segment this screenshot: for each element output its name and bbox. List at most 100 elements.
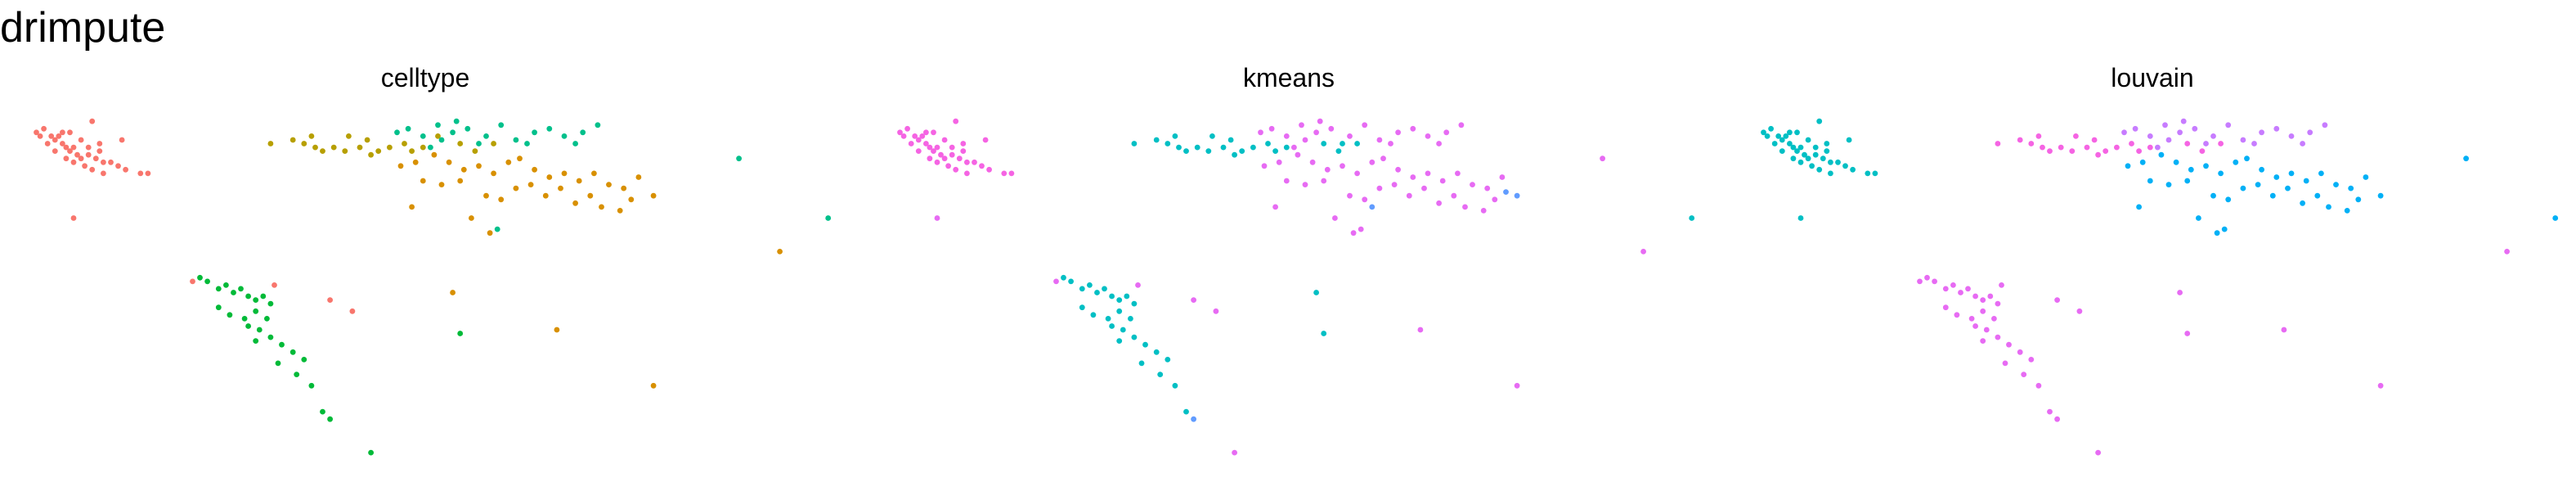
scatter-point — [1987, 293, 1994, 300]
scatter-point — [1470, 182, 1475, 188]
scatter-point — [2240, 185, 2246, 191]
scatter-point — [2069, 148, 2076, 155]
scatter-point — [1172, 133, 1178, 139]
scatter-point — [357, 144, 363, 151]
scatter-point — [941, 137, 948, 143]
scatter-point — [438, 182, 445, 188]
scatter-point — [60, 141, 65, 146]
scatter-point — [2281, 327, 2287, 333]
scatter-point — [420, 133, 426, 139]
scatter-point — [2147, 133, 2153, 139]
scatter-point — [1283, 144, 1290, 151]
scatter-point — [2139, 159, 2146, 165]
scatter-point — [1787, 141, 1793, 146]
scatter-point — [1350, 230, 1357, 236]
scatter-point — [1250, 144, 1256, 151]
scatter-point — [327, 416, 333, 422]
scatter-point — [1797, 215, 1804, 221]
scatter-point — [2221, 226, 2228, 232]
scatter-point — [2288, 170, 2295, 177]
scatter-point — [964, 170, 970, 177]
scatter-point — [1812, 151, 1819, 158]
scatter-point — [89, 166, 96, 173]
scatter-point — [1165, 141, 1171, 146]
scatter-point — [1090, 312, 1097, 318]
scatter-point — [949, 151, 955, 158]
scatter-point — [85, 144, 92, 151]
scatter-point — [119, 137, 125, 143]
scatter-point — [777, 249, 783, 255]
scatter-point — [498, 122, 505, 128]
scatter-point — [2326, 204, 2331, 210]
scatter-point — [1410, 174, 1416, 180]
scatter-point — [542, 192, 549, 199]
scatter-point — [2504, 249, 2511, 255]
scatter-point — [2377, 192, 2384, 199]
scatter-point — [1008, 170, 1015, 177]
scatter-point — [1995, 334, 2001, 340]
scatter-point — [137, 170, 144, 177]
scatter-point — [349, 308, 356, 314]
scatter-point — [70, 159, 77, 165]
scatter-point — [387, 144, 393, 151]
scatter-point — [44, 141, 51, 146]
scatter-point — [1227, 137, 1234, 143]
scatter-point — [2225, 196, 2232, 203]
scatter-point — [1358, 226, 1364, 232]
scatter-point — [2303, 178, 2309, 184]
scatter-point — [595, 122, 601, 128]
scatter-point — [923, 141, 929, 146]
scatter-point — [1421, 185, 1427, 191]
scatter-point — [1109, 293, 1115, 300]
scatter-point — [953, 166, 959, 173]
scatter-point — [428, 144, 433, 151]
scatter-point — [2017, 137, 2023, 143]
scatter-point — [1124, 293, 1130, 300]
scatter-point — [2040, 144, 2045, 151]
scatter-point — [908, 141, 914, 146]
scatter-point — [1335, 148, 1342, 155]
scatter-point — [89, 118, 96, 124]
scatter-point — [1872, 170, 1878, 177]
scatter-point — [1417, 327, 1424, 333]
scatter-point — [1436, 141, 1442, 146]
scatter-point — [190, 278, 195, 285]
scatter-point — [1317, 118, 1323, 124]
scatter-point — [1354, 141, 1360, 146]
scatter-point — [1980, 308, 1986, 314]
scatter-point — [483, 192, 489, 199]
scatter-point — [2091, 137, 2098, 143]
scatter-point — [2273, 125, 2280, 132]
scatter-point — [2251, 141, 2257, 146]
scatter-point — [2188, 166, 2194, 173]
scatter-point — [82, 163, 88, 169]
scatter-point — [48, 133, 55, 139]
scatter-point — [1816, 166, 1823, 173]
scatter-point — [34, 129, 39, 136]
scatter-point — [1972, 293, 1979, 300]
scatter-point — [1276, 159, 1282, 165]
scatter-point — [1783, 133, 1789, 139]
scatter-point — [1102, 286, 1107, 292]
scatter-point — [2225, 122, 2232, 128]
scatter-point — [1828, 159, 1833, 165]
scatter-point — [460, 166, 467, 173]
scatter-point — [1794, 148, 1800, 155]
scatter-point — [78, 137, 84, 143]
scatter-point — [2210, 192, 2216, 199]
scatter-point — [1313, 129, 1319, 136]
scatter-point — [2047, 408, 2053, 415]
scatter-point — [650, 382, 657, 389]
scatter-point — [546, 174, 553, 180]
scatter-point — [1600, 155, 1605, 162]
scatter-point — [301, 357, 307, 363]
scatter-point — [1376, 185, 1383, 191]
scatter-point — [2210, 133, 2216, 139]
scatter-point — [982, 137, 989, 143]
scatter-point — [435, 133, 441, 139]
scatter-point — [264, 316, 270, 322]
scatter-point — [1802, 151, 1807, 158]
scatter-point — [1232, 449, 1237, 456]
scatter-point — [2214, 230, 2220, 236]
scatter-point — [438, 137, 445, 143]
